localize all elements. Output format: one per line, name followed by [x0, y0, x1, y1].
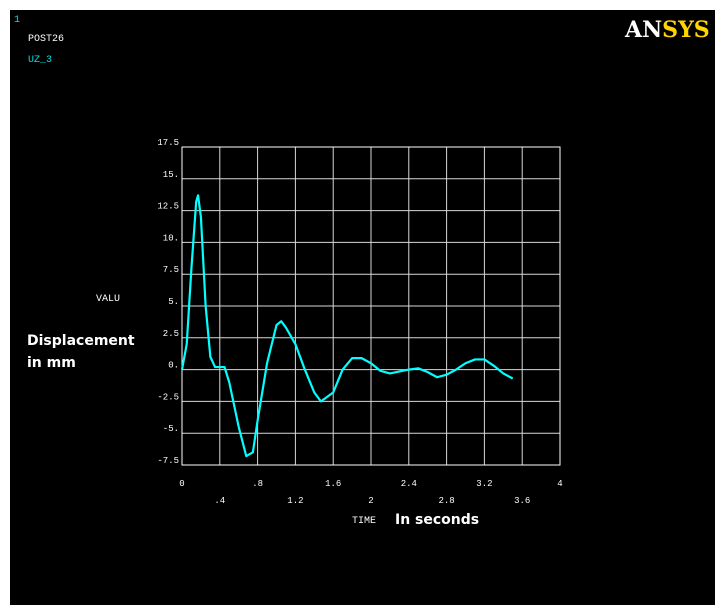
y-tick-label: 5. — [168, 297, 179, 307]
x-tick-label: 0 — [179, 479, 184, 489]
processor: POST26 — [28, 34, 64, 45]
viewport — [10, 10, 715, 605]
x-tick-label: .4 — [214, 496, 225, 506]
logo: ANSYS — [624, 17, 710, 43]
y-tick-label: -2.5 — [157, 392, 179, 402]
x-tick-label: 3.6 — [514, 496, 530, 506]
y-tick-label: -5. — [163, 424, 179, 434]
x-tick-label: .8 — [252, 479, 263, 489]
y-tick-label: 10. — [163, 233, 179, 243]
y-note: in mm — [27, 355, 76, 371]
y-axis-label: VALU — [96, 294, 120, 305]
y-tick-label: 15. — [163, 170, 179, 180]
plot: -7.5 -5. -2.5 0. 2.5 5. 7.5 10. 12.5 15. 17.5 0 .4 .8… — [157, 138, 562, 506]
x-axis-label: TIME — [352, 516, 376, 527]
x-tick-label: 2.8 — [438, 496, 454, 506]
x-tick-label: 1.2 — [287, 496, 303, 506]
y-tick-label: 17.5 — [157, 138, 179, 148]
x-tick-label: 3.2 — [476, 479, 492, 489]
plot-frame — [181, 146, 561, 466]
y-tick-label: -7.5 — [157, 456, 179, 466]
x-note: In seconds — [395, 512, 479, 528]
y-tick-label: 12.5 — [157, 202, 179, 212]
x-tick-label: 4 — [557, 479, 562, 489]
y-tick-label: 0. — [168, 361, 179, 371]
y-tick-label: 7.5 — [163, 265, 179, 275]
variable: UZ_3 — [28, 55, 52, 66]
data-line — [180, 194, 514, 458]
x-tick-label: 1.6 — [325, 479, 341, 489]
x-tick-label: 2 — [368, 496, 373, 506]
window-number: 1 — [14, 15, 20, 26]
y-note: Displacement — [27, 333, 135, 349]
x-tick-label: 2.4 — [401, 479, 417, 489]
y-tick-label: 2.5 — [163, 329, 179, 339]
